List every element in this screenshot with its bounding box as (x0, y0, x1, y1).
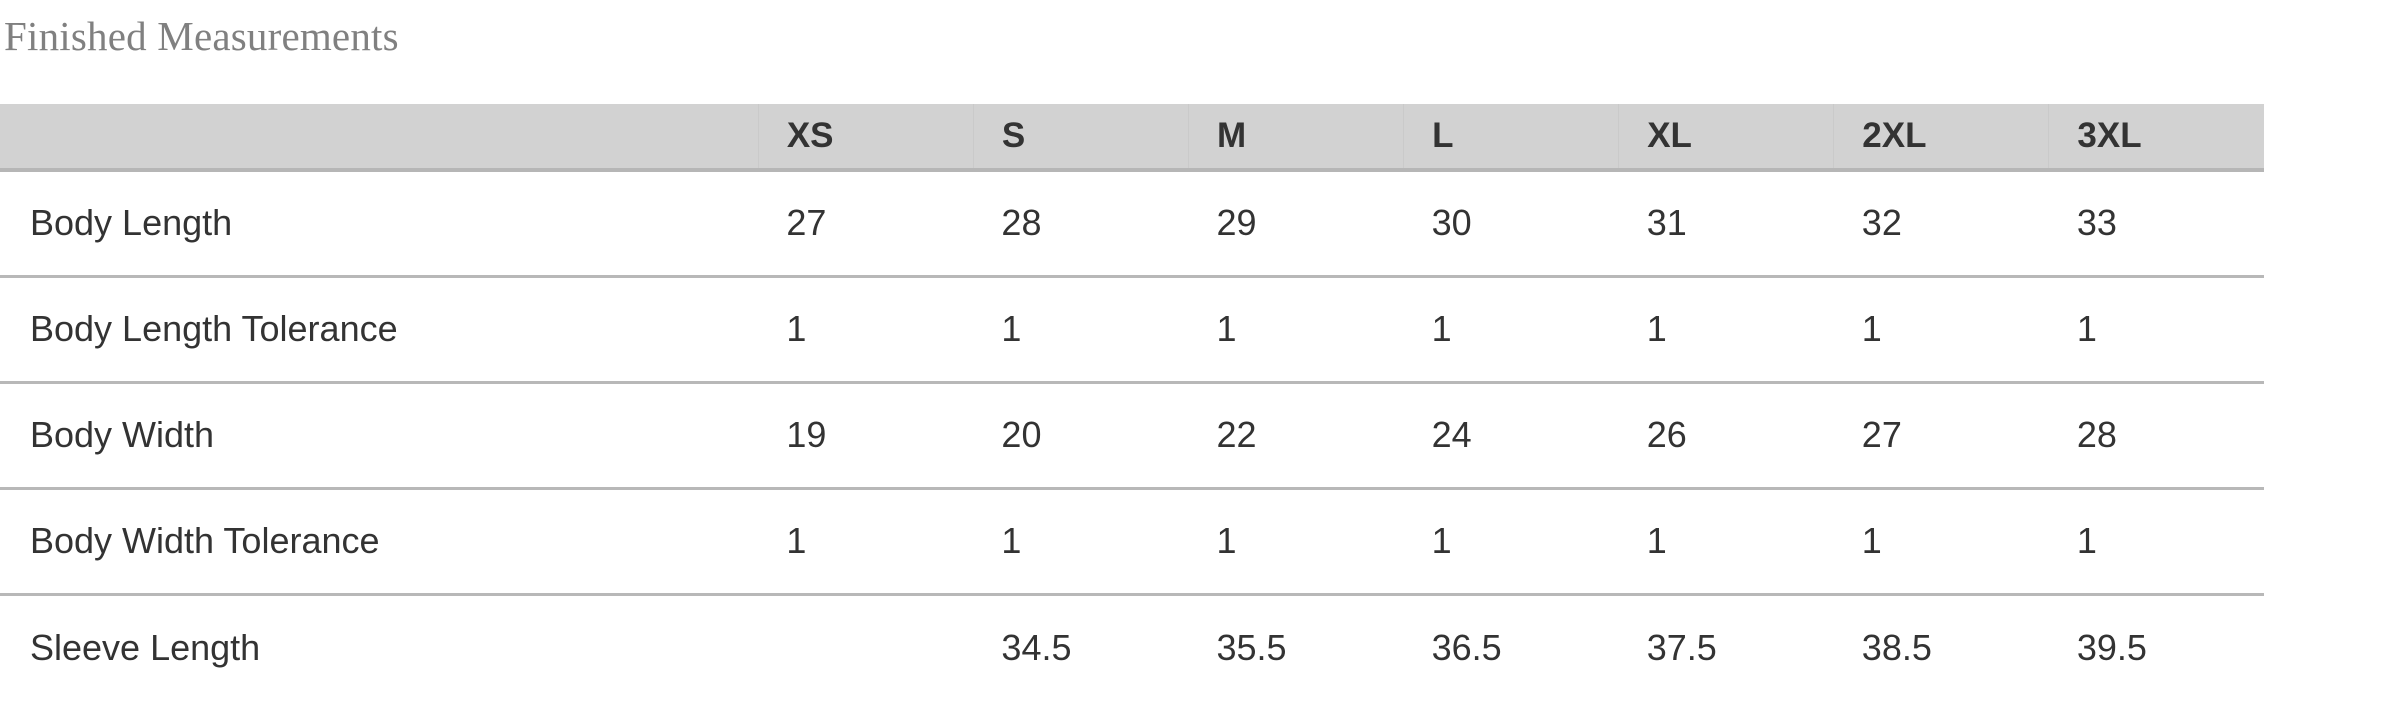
cell-s: 20 (973, 382, 1189, 490)
row-label: Body Length Tolerance (0, 276, 759, 384)
cell-2xl: 32 (1833, 170, 2049, 278)
cell-m: 22 (1188, 382, 1404, 490)
column-header-xs: XS (758, 104, 974, 172)
cell-l: 36.5 (1431, 626, 1502, 668)
cell-m: 1 (1188, 488, 1404, 596)
cell-xl: 1 (1618, 276, 1834, 384)
row-label: Sleeve Length (30, 626, 261, 668)
column-header-xl: XL (1618, 104, 1835, 172)
cell-s: 34.5 (1001, 626, 1072, 668)
column-header-l: L (1403, 104, 1620, 172)
cell-m: 35.5 (1216, 626, 1287, 668)
column-header-measurement (0, 104, 759, 172)
cell-xl: 31 (1618, 170, 1834, 278)
cell-s: 28 (973, 170, 1189, 278)
cell-xs: 1 (758, 276, 974, 384)
cell-xs: 1 (758, 488, 974, 596)
table-row: Body Width Tolerance 1 1 1 1 1 1 1 (0, 488, 2264, 596)
row-label: Body Width (0, 382, 759, 490)
cell-xl: 37.5 (1646, 626, 1717, 668)
cell-2xl: 27 (1833, 382, 2049, 490)
cell-3xl: 33 (2048, 170, 2264, 278)
cell-xs: 19 (758, 382, 974, 490)
cell-xl: 26 (1618, 382, 1834, 490)
cell-3xl: 28 (2048, 382, 2264, 490)
cell-2xl: 1 (1833, 276, 2049, 384)
cell-3xl: 1 (2048, 276, 2264, 384)
cell-s: 1 (973, 276, 1189, 384)
column-header-3xl: 3XL (2048, 104, 2264, 172)
table-row: Body Length 27 28 29 30 31 32 33 (0, 170, 2264, 278)
cell-m: 29 (1188, 170, 1404, 278)
cell-m: 1 (1188, 276, 1404, 384)
finished-measurements-table: XS S M L XL 2XL 3XL Body Length 27 28 29… (0, 104, 2264, 700)
page-title: Finished Measurements (4, 13, 399, 59)
table-row: Body Length Tolerance 1 1 1 1 1 1 1 (0, 276, 2264, 384)
cell-3xl: 39.5 (2076, 626, 2147, 668)
column-header-s: S (973, 104, 1190, 172)
table-header-row: XS S M L XL 2XL 3XL (0, 104, 2264, 172)
cell-2xl: 38.5 (1861, 626, 1932, 668)
cell-l: 30 (1403, 170, 1619, 278)
table-row: Sleeve Length 34.5 35.5 36.5 37.5 38.5 3… (0, 594, 2264, 700)
column-header-2xl: 2XL (1833, 104, 2050, 172)
cell-xl: 1 (1618, 488, 1834, 596)
cell-xs (758, 594, 973, 700)
column-header-m: M (1188, 104, 1405, 172)
table-header: XS S M L XL 2XL 3XL (0, 104, 2264, 172)
cell-2xl: 1 (1833, 488, 2049, 596)
table-body: Body Length 27 28 29 30 31 32 33 Body Le… (0, 170, 2264, 700)
cell-3xl: 1 (2048, 488, 2264, 596)
row-label: Body Length (0, 170, 759, 278)
cell-s: 1 (973, 488, 1189, 596)
cell-l: 1 (1403, 488, 1619, 596)
table-row: Body Width 19 20 22 24 26 27 28 (0, 382, 2264, 490)
cell-xs: 27 (758, 170, 974, 278)
cell-l: 24 (1403, 382, 1619, 490)
cell-l: 1 (1403, 276, 1619, 384)
row-label: Body Width Tolerance (0, 488, 759, 596)
